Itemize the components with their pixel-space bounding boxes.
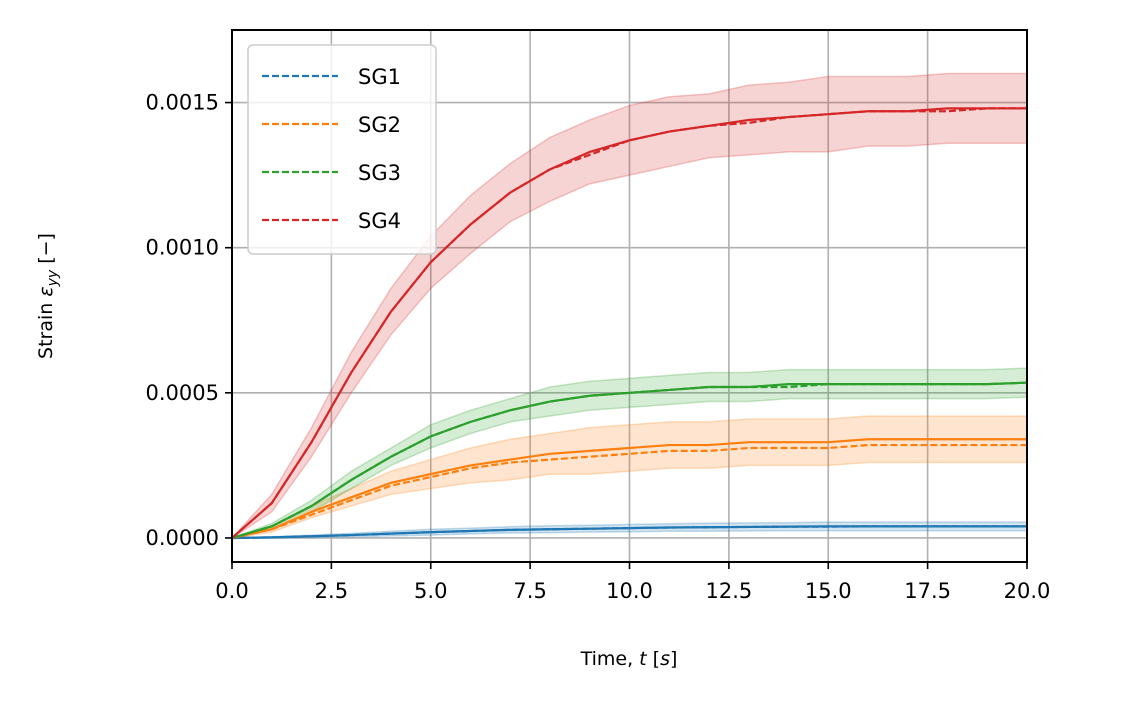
x-tick-label: 2.5 [315, 579, 348, 603]
x-tick-label: 0.0 [215, 579, 248, 603]
series-lines [231, 107, 1028, 540]
y-axis-label: Strain εyy [−] [35, 233, 61, 359]
x-tick-label: 17.5 [904, 579, 951, 603]
line-solid-sg2 [231, 438, 1027, 540]
line-dashed-sg3 [231, 381, 1028, 540]
legend-label-sg1: SG1 [358, 65, 401, 89]
legend: SG1 SG2 SG3 SG4 [247, 44, 437, 255]
ticks: 0.0 2.5 5.0 7.5 10.0 12.5 15.0 17.5 20.0 0.0000 0.… [146, 91, 1051, 603]
y-tick-label: 0.0000 [146, 526, 219, 550]
x-tick-label: 12.5 [705, 579, 752, 603]
x-tick-label: 20.0 [1004, 579, 1051, 603]
line-dashed-sg4 [231, 107, 1027, 539]
x-tick-label: 5.0 [414, 579, 447, 603]
legend-box [247, 44, 437, 255]
y-tick-label: 0.0010 [146, 236, 219, 260]
line-dashed-sg1 [231, 525, 1027, 540]
x-axis-label: Time, t [s] [580, 648, 678, 670]
legend-label-sg3: SG3 [358, 161, 401, 185]
legend-label-sg2: SG2 [358, 113, 401, 137]
line-dashed-sg2 [231, 443, 1027, 540]
legend-label-sg4: SG4 [358, 209, 401, 233]
x-tick-label: 7.5 [513, 579, 546, 603]
y-tick-label: 0.0015 [146, 91, 219, 115]
x-tick-label: 10.0 [606, 579, 653, 603]
y-tick-label: 0.0005 [146, 381, 219, 405]
x-tick-label: 15.0 [805, 579, 852, 603]
